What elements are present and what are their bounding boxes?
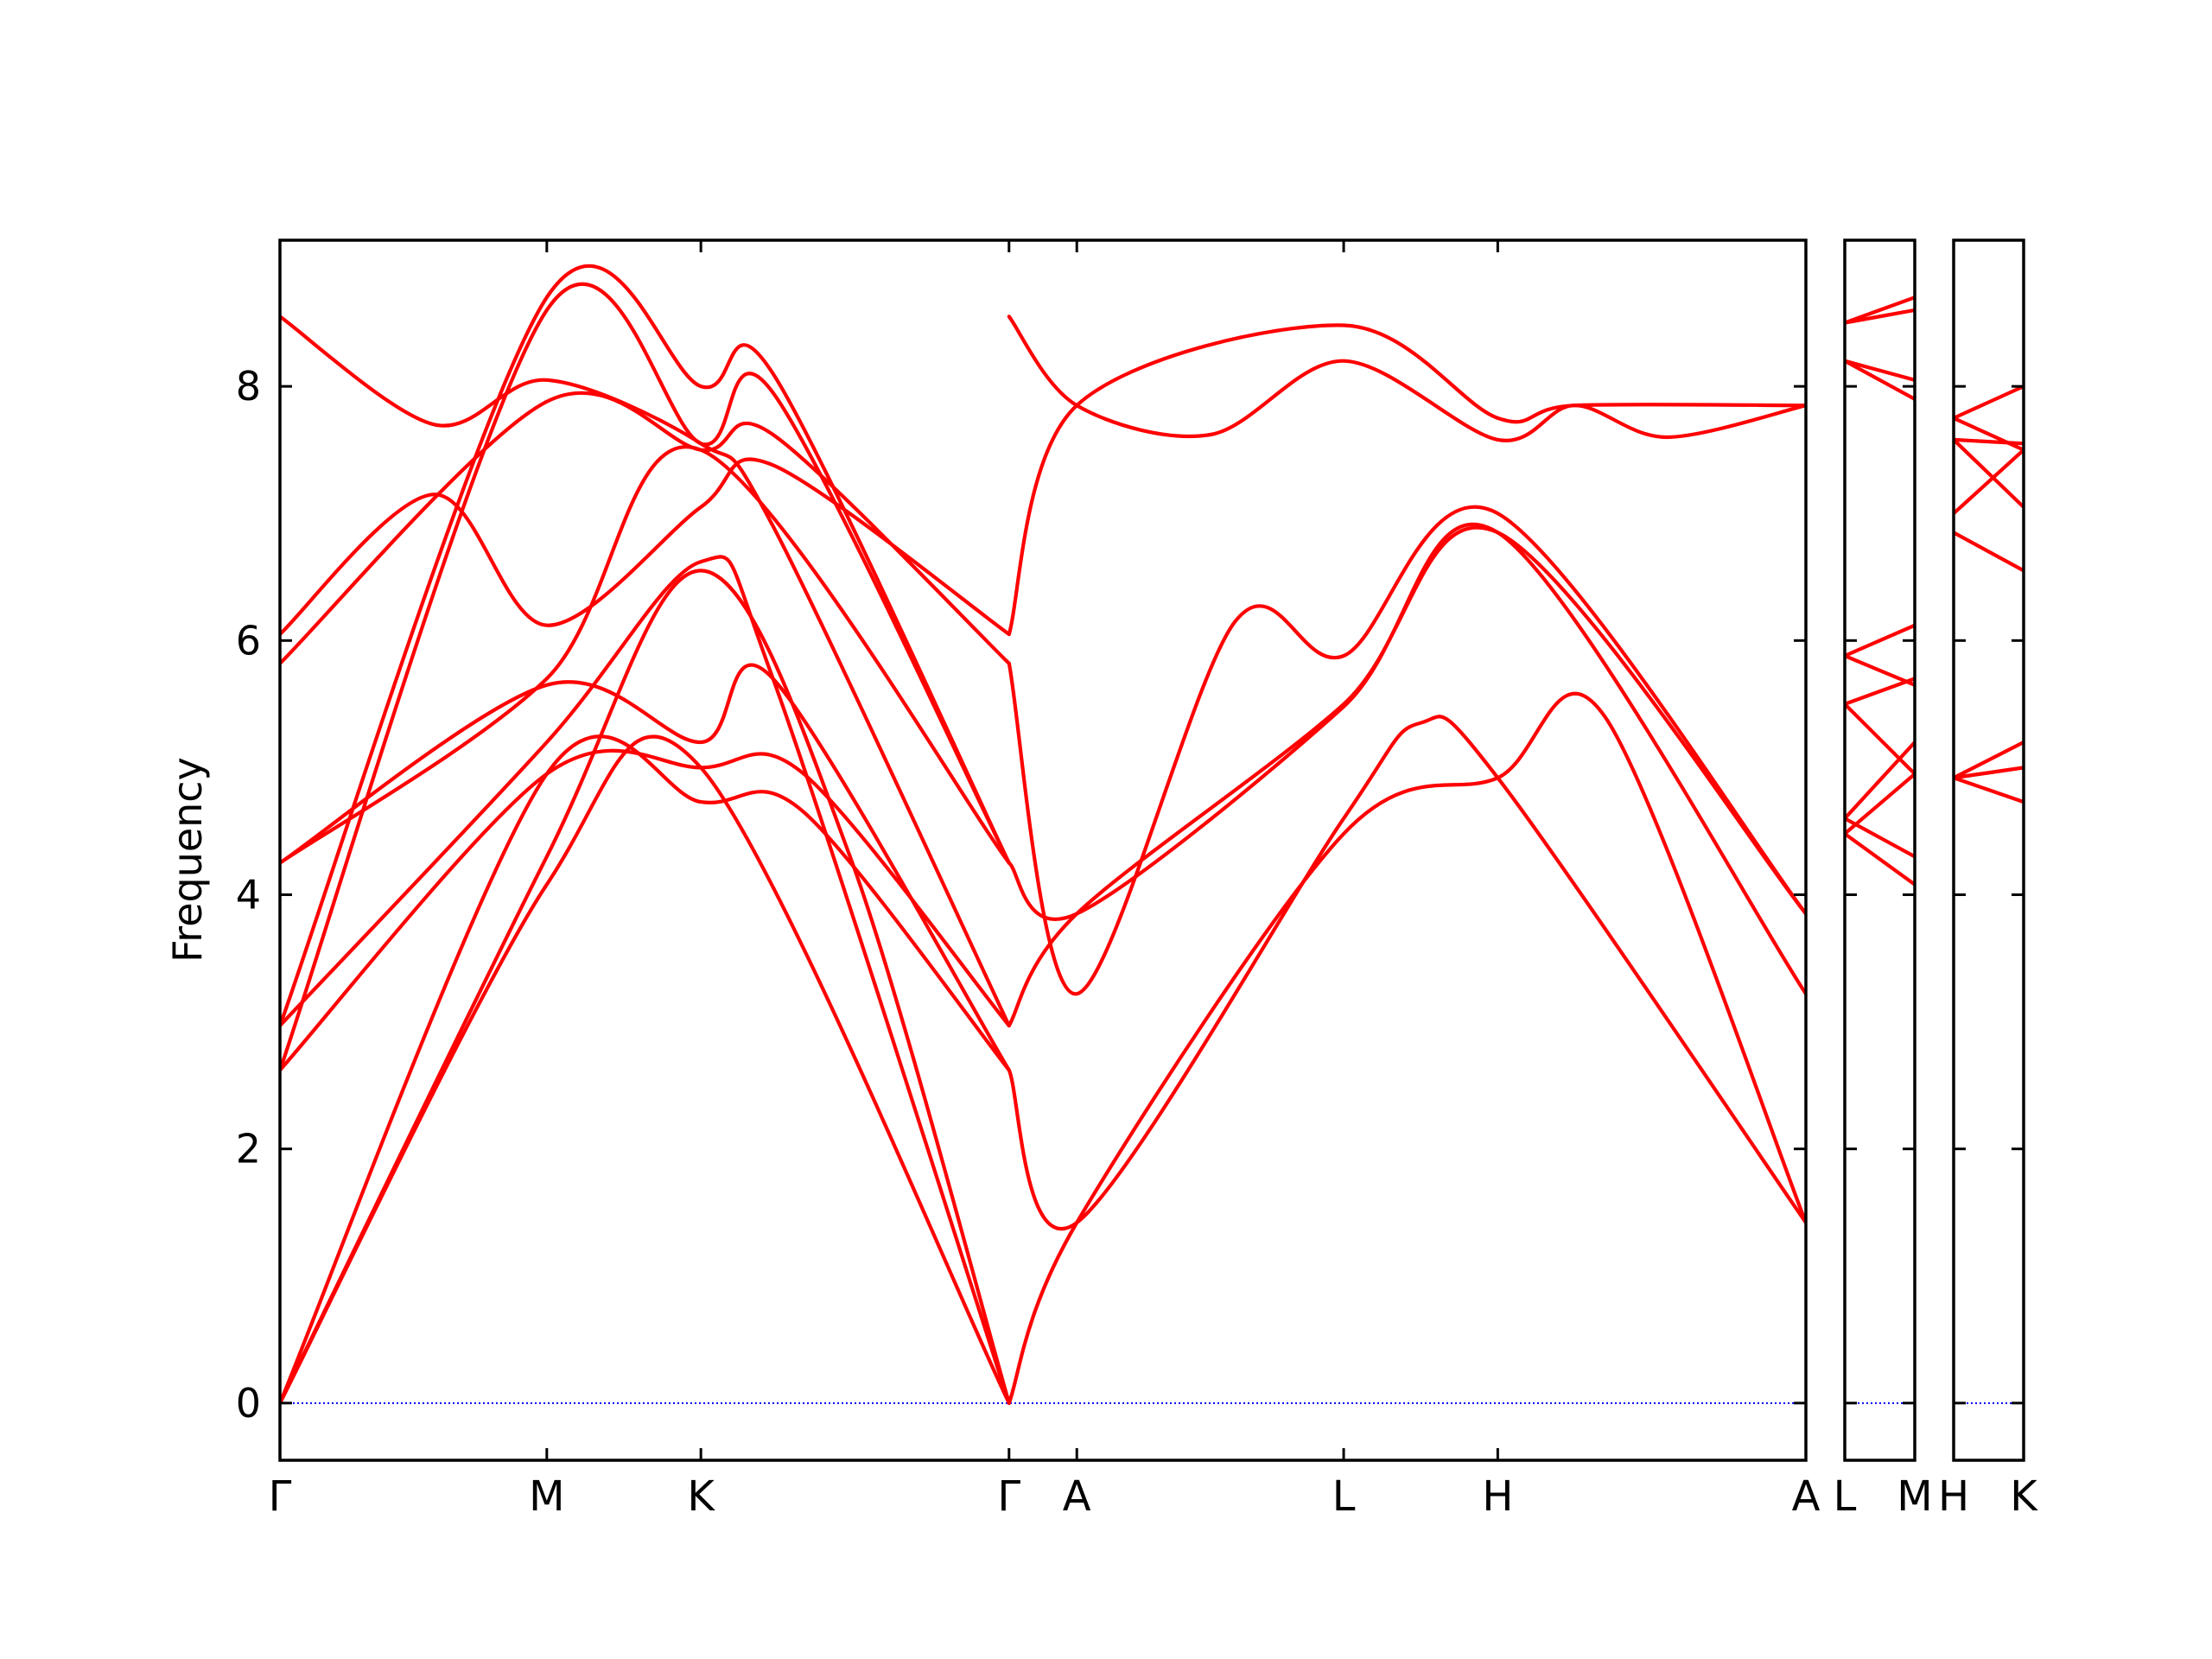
band-line-15 xyxy=(1007,505,1806,996)
band-line-5 xyxy=(280,555,1011,1405)
x-tick-label: H xyxy=(1938,1472,1969,1521)
band-line-3 xyxy=(1954,437,2024,446)
band-line-14 xyxy=(1007,315,1806,442)
band-line-12 xyxy=(1845,831,1915,887)
band-line-10 xyxy=(280,315,1011,1028)
band-line-1 xyxy=(280,734,1011,1405)
band-line-19 xyxy=(1007,525,1806,1028)
plot-frame xyxy=(278,238,1808,1462)
band-line-4 xyxy=(1954,437,2024,509)
x-tick-label: L xyxy=(1834,1472,1857,1521)
band-line-11 xyxy=(1845,817,1915,859)
x-tick-label: A xyxy=(1063,1472,1091,1521)
x-tick-label: Γ xyxy=(997,1472,1020,1521)
x-tick-label: L xyxy=(1332,1472,1356,1521)
x-tick-label: A xyxy=(1792,1472,1821,1521)
band-line-3 xyxy=(1845,359,1915,382)
y-tick-label: 0 xyxy=(236,1380,261,1427)
bands xyxy=(1845,296,1915,887)
band-line-3 xyxy=(280,734,1011,1405)
band-line-10 xyxy=(1845,772,1915,836)
band-line-12 xyxy=(280,264,1011,1028)
band-line-7 xyxy=(280,663,1011,1072)
band-line-18 xyxy=(1007,691,1806,1405)
band-line-7 xyxy=(1845,677,1915,706)
x-tick-label: M xyxy=(529,1472,564,1521)
y-axis-label: Frequency xyxy=(164,757,211,963)
band-line-1 xyxy=(1845,296,1915,325)
band-line-2 xyxy=(280,569,1011,1405)
band-line-6 xyxy=(280,445,1011,865)
band-line-5 xyxy=(1845,623,1915,658)
band-line-4 xyxy=(280,748,1011,1072)
band-line-10 xyxy=(1954,766,2024,780)
band-line-2 xyxy=(1845,308,1915,325)
band-line-9 xyxy=(1845,740,1915,821)
y-tick-label: 8 xyxy=(236,363,261,410)
bands xyxy=(280,264,1806,1405)
band-line-13 xyxy=(1007,323,1806,637)
y-tick-label: 6 xyxy=(236,617,261,664)
x-tick-label: Γ xyxy=(269,1472,292,1521)
band-line-6 xyxy=(1845,653,1915,687)
band-line-8 xyxy=(1845,702,1915,776)
band-line-1 xyxy=(1954,385,2024,420)
band-line-17 xyxy=(1007,715,1806,1231)
band-line-9 xyxy=(280,457,1011,637)
x-tick-label: K xyxy=(2010,1472,2038,1521)
band-line-16 xyxy=(1007,523,1806,996)
y-tick-label: 4 xyxy=(236,871,261,918)
band-line-2 xyxy=(1954,416,2024,452)
band-line-6 xyxy=(1954,531,2024,573)
x-tick-label: K xyxy=(687,1472,715,1521)
x-tick-label: M xyxy=(1897,1472,1932,1521)
plot-frame xyxy=(1952,238,2025,1462)
bands xyxy=(1954,385,2024,804)
plot-frame xyxy=(1843,238,1916,1462)
band-line-8 xyxy=(280,391,1011,665)
band-line-5 xyxy=(1954,448,2024,516)
band-line-11 xyxy=(280,282,1011,1072)
band-line-9 xyxy=(1954,776,2024,804)
y-tick-label: 2 xyxy=(236,1126,261,1173)
x-tick-label: H xyxy=(1482,1472,1513,1521)
band-line-4 xyxy=(1845,359,1915,401)
